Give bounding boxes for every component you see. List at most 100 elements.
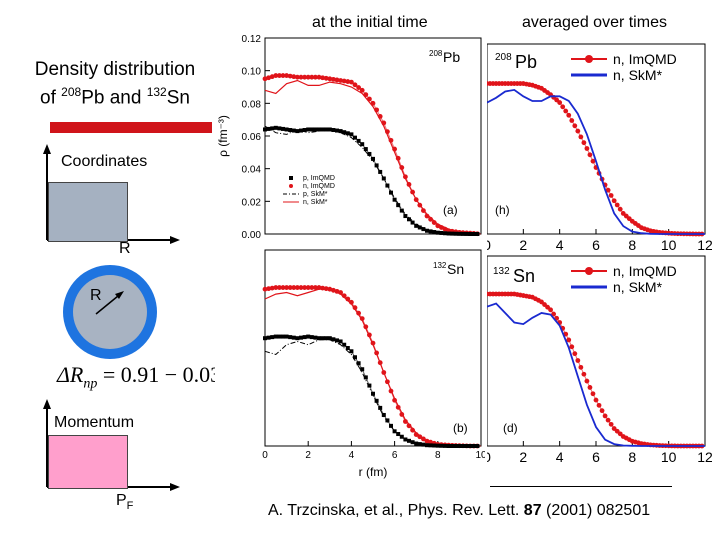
series-a-2-point [417,225,422,230]
series-b-0-point [262,286,268,292]
series-d-0-point [551,311,557,317]
x-tick-label-d-0: 0 [487,449,491,462]
series-h-0-point [581,140,587,146]
panel-label-b: (b) [453,421,468,435]
series-a-0-point [334,77,340,83]
series-a-0-point [262,76,268,82]
series-a-2-point [288,128,293,133]
series-b-2-point [277,334,282,339]
y-tick-label-a-1: 0.02 [242,197,262,208]
x-tick-label-h-5: 10 [661,237,677,250]
momentum-label: Momentum [54,414,135,431]
legend-marker-a-1 [289,184,293,188]
series-a-2-point [342,130,347,135]
series-b-2-point [302,335,307,340]
series-a-0-point [302,74,307,80]
series-h-0-point [617,206,623,212]
series-h-0-point [578,134,584,140]
legend-entry-h-0: n, ImQMD [613,51,677,67]
series-b-2-point [317,336,321,341]
series-b-0-point [287,285,293,290]
y-tick-label-a-6: 0.12 [242,34,262,45]
series-b-2-point [309,335,314,340]
series-a-2-point [338,129,343,134]
x-tick-label-d-4: 8 [628,449,636,462]
series-d-0-point [593,397,599,403]
series-a-2-point [407,217,411,222]
series-d-0-point [578,364,584,370]
series-h-1-line [487,88,705,235]
legend-dot-h-0 [585,55,593,63]
series-a-2-point [378,169,383,174]
series-a-0-point [273,73,279,78]
series-b-2-point [432,443,437,448]
series-a-2-point [371,156,375,161]
series-a-0-point [323,75,329,81]
series-b-2-point [443,443,447,448]
series-a-2-point [399,208,404,213]
nucleus-mass-d: 132 [493,266,510,277]
series-a-2-point [410,220,415,225]
series-b-2-point [306,334,311,339]
series-a-2-point [428,229,433,234]
series-b-2-point [313,335,318,340]
series-a-2-point [363,147,368,152]
series-b-2-point [381,412,386,417]
series-d-1-line [487,302,705,447]
series-a-2-point [360,142,365,147]
legend-entry-a-1: n, ImQMD [303,183,335,190]
series-a-0-point [349,79,354,85]
series-b-2-point [421,442,426,447]
series-h-0-point [587,152,593,158]
series-a-0-point [356,85,361,90]
series-b-2-point [471,444,476,448]
series-a-2-point [461,231,465,236]
series-a-2-point [277,126,282,131]
series-b-0-point [305,285,311,290]
series-a-2-point [356,138,361,143]
panel-label-d: (d) [503,421,518,435]
red-divider-bar [50,122,212,133]
series-a-0-point [331,76,336,82]
y-axis-label-a: ρ (fm⁻³) [216,115,230,157]
series-b-2-point [439,443,444,448]
series-b-2-point [342,342,347,347]
series-a-2-point [313,127,318,132]
series-b-2-point [389,423,393,428]
series-a-0-point [266,75,271,81]
series-b-2-point [428,443,433,448]
series-h-0-point [611,198,617,204]
series-b-0-point [313,285,318,290]
series-a-2-point [324,127,329,132]
x-tick-label-b-5: 10 [475,450,485,461]
series-b-0-point [410,427,415,433]
series-d-0-point [602,413,608,419]
series-b-2-point [270,335,275,340]
x-tick-label-d-5: 10 [661,449,677,462]
series-b-2-point [338,339,343,344]
series-h-0-point [590,158,596,164]
legend-entry-h-1: n, SkM* [613,67,663,83]
legend-marker-a-0 [289,176,293,180]
series-h-0-point [614,202,620,208]
series-a-2-point [389,190,393,195]
series-a-2-point [306,127,311,132]
series-b-0-point [295,285,300,290]
series-b-0-point [302,285,307,290]
series-a-2-point [302,128,307,133]
series-b-2-point [284,334,289,339]
series-b-2-point [353,355,357,360]
nucleus-symbol-h: Pb [515,52,537,72]
r-axis-label: R [119,240,131,257]
legend-entry-a-0: p, ImQMD [303,175,335,182]
series-a-2-point [425,228,429,233]
series-a-2-point [284,127,289,132]
series-a-2-point [309,127,314,132]
series-b-2-point [299,335,303,340]
y-tick-label-a-4: 0.08 [242,99,262,110]
x-tick-label-h-3: 6 [592,237,600,250]
citation-rule [490,486,672,487]
series-h-0-point [572,123,578,129]
series-b-2-point [371,391,375,396]
